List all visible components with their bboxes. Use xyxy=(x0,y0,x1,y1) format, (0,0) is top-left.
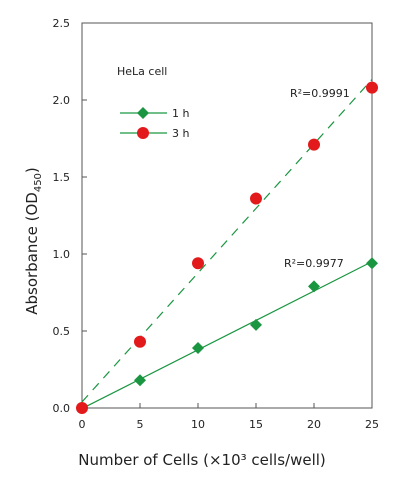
legend: 1 h 3 h xyxy=(120,107,189,140)
y-axis-label-close: ) xyxy=(23,167,41,173)
point-series-1 xyxy=(192,257,204,270)
r2-label-1h: R²=0.9977 xyxy=(284,257,344,270)
y-axis-label-main: Absorbance (OD xyxy=(23,192,41,315)
x-tick-label: 25 xyxy=(365,418,379,431)
point-series-0 xyxy=(192,341,204,354)
point-series-1 xyxy=(134,335,146,348)
y-tick-label: 2.0 xyxy=(53,94,71,107)
y-tick-label: 2.5 xyxy=(53,17,71,30)
annotation-hela: HeLa cell xyxy=(117,65,167,78)
plot-frame xyxy=(81,22,373,409)
fit-line-series-1 xyxy=(81,78,373,403)
y-axis-label-sub: 450 xyxy=(33,173,44,192)
point-series-1 xyxy=(308,138,320,151)
point-series-1 xyxy=(366,81,378,94)
y-tick-label: 1.5 xyxy=(53,171,71,184)
x-tick-label: 5 xyxy=(137,418,144,431)
y-axis-label: Absorbance (OD450) xyxy=(23,167,44,315)
fit-lines xyxy=(81,78,373,410)
x-axis-label: Number of Cells (×10³ cells/well) xyxy=(78,451,326,469)
point-series-0 xyxy=(308,280,320,293)
point-series-0 xyxy=(250,318,262,331)
legend-label-1h: 1 h xyxy=(172,107,189,120)
y-tick-label: 0.0 xyxy=(53,402,71,415)
legend-label-3h: 3 h xyxy=(172,127,189,140)
point-series-0 xyxy=(366,257,378,270)
y-tick-label: 1.0 xyxy=(53,248,71,261)
data-points xyxy=(76,81,378,414)
x-tick-label: 0 xyxy=(79,418,86,431)
x-tick-label: 20 xyxy=(307,418,321,431)
axes xyxy=(81,22,373,409)
point-series-1 xyxy=(76,402,88,414)
r2-label-3h: R²=0.9991 xyxy=(290,87,350,100)
point-series-0 xyxy=(134,374,146,387)
legend-marker-3h xyxy=(137,127,149,139)
ticks: 0 5 10 15 20 25 0.0 0.5 1.0 1.5 2.0 2.5 xyxy=(53,17,380,431)
y-tick-label: 0.5 xyxy=(53,325,71,338)
x-tick-label: 15 xyxy=(249,418,263,431)
fit-line-series-0 xyxy=(81,261,373,410)
x-tick-label: 10 xyxy=(191,418,205,431)
legend-marker-1h xyxy=(137,107,149,119)
point-series-1 xyxy=(250,192,262,205)
